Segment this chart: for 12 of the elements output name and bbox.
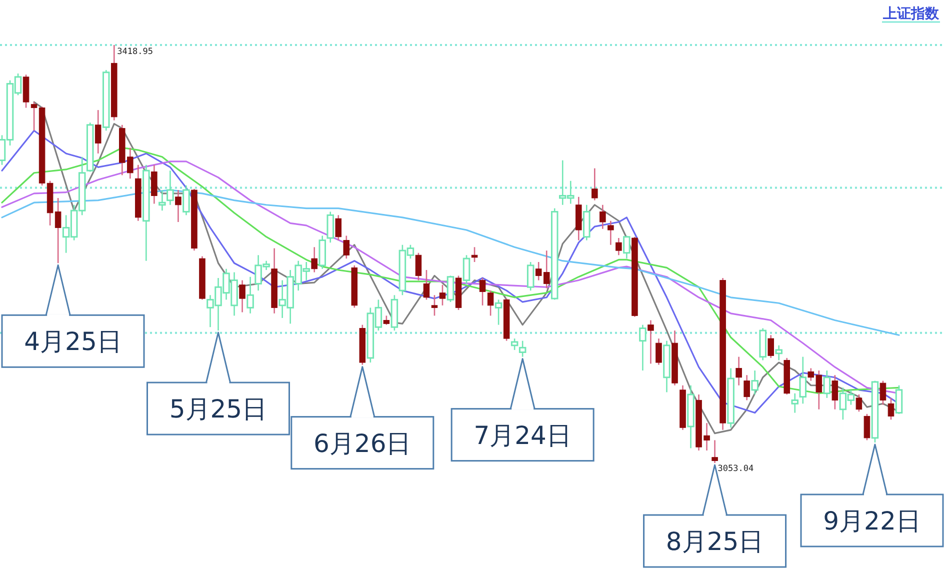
callout: 9月22日	[800, 444, 944, 548]
annotation: 5月25日	[169, 394, 268, 424]
callout: 4月25日	[1, 264, 145, 368]
callout: 6月26日	[290, 366, 434, 470]
value-label: 3418.95	[117, 47, 153, 57]
annotation: 4月25日	[24, 327, 122, 356]
callout: 5月25日	[146, 332, 290, 436]
annotation: 6月26日	[314, 428, 412, 458]
title: 上证指数	[883, 6, 939, 22]
value-label: 3053.04	[718, 464, 754, 474]
callout: 7月24日	[450, 358, 594, 462]
annotation: 7月24日	[474, 420, 572, 450]
